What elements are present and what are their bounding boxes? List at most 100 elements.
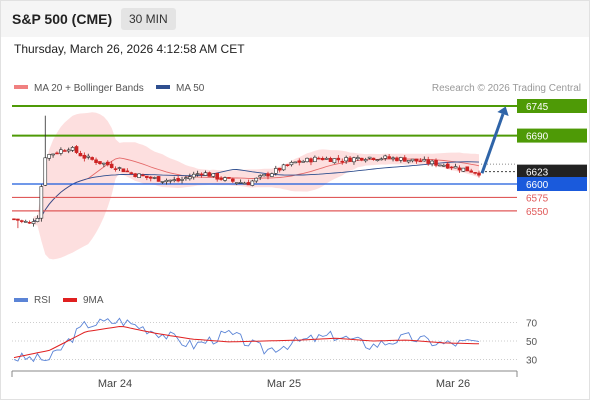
candle-body xyxy=(59,149,63,154)
rsi-legend-label: RSI xyxy=(34,295,51,306)
candle-body xyxy=(66,149,71,152)
candle-body xyxy=(445,163,450,169)
candle-body xyxy=(125,170,130,173)
candle-body xyxy=(191,173,196,178)
candle-body xyxy=(78,152,83,157)
candle-body xyxy=(152,177,157,179)
candle-body xyxy=(148,176,153,179)
candle-body xyxy=(281,164,286,171)
candle-body xyxy=(129,172,134,174)
candle-body xyxy=(168,179,173,182)
candle-body xyxy=(195,173,200,175)
candle-body xyxy=(309,158,313,163)
candle-body xyxy=(324,157,329,160)
candle-body xyxy=(242,182,247,185)
candle-body xyxy=(117,167,122,169)
current-price-label-bg xyxy=(517,164,587,179)
chart-header: S&P 500 (CME) 30 MIN xyxy=(1,1,589,37)
candle-body xyxy=(141,174,145,177)
candle-body xyxy=(410,158,415,162)
candle-body xyxy=(434,159,438,166)
candle-body xyxy=(223,177,227,181)
candle-body xyxy=(305,157,309,163)
candle-body xyxy=(274,168,278,174)
candle-body xyxy=(12,218,16,221)
candle-body xyxy=(199,173,204,176)
candle-body xyxy=(215,173,219,180)
level-label-bg-6690 xyxy=(517,128,587,143)
candle-body xyxy=(121,168,126,173)
current-price-label: 6623 xyxy=(526,168,549,179)
bollinger-band-area xyxy=(33,112,479,260)
candle-body xyxy=(422,159,427,162)
level-label-6600: 6600 xyxy=(526,180,549,191)
rsi-tick-30: 30 xyxy=(526,356,538,367)
candle-body xyxy=(442,164,446,167)
candle-body xyxy=(160,181,165,183)
candle-body xyxy=(477,172,481,176)
candle-body xyxy=(340,160,345,163)
candle-body xyxy=(238,182,243,184)
candle-body xyxy=(387,156,391,159)
price-levels xyxy=(12,105,517,212)
ma50-line xyxy=(33,161,480,222)
candle-body xyxy=(356,157,360,160)
candle-body xyxy=(98,161,102,165)
x-tick-label: Mar 25 xyxy=(267,378,301,390)
candle-body xyxy=(449,166,454,169)
candle-body xyxy=(207,172,212,177)
candle-body xyxy=(94,159,98,163)
candle-body xyxy=(246,182,251,186)
candle-body xyxy=(231,178,235,182)
timeframe-button[interactable]: 30 MIN xyxy=(121,8,176,30)
candle-body xyxy=(250,180,255,186)
candle-body xyxy=(336,157,341,161)
candle-body xyxy=(43,157,48,186)
candle-body xyxy=(430,160,434,165)
candle-body xyxy=(473,172,477,174)
candle-body xyxy=(188,176,192,180)
rsi-ma-line xyxy=(13,325,480,359)
candle-body xyxy=(438,164,442,167)
level-label-6745: 6745 xyxy=(526,102,549,113)
level-label-6690: 6690 xyxy=(526,132,549,143)
candle-body xyxy=(55,152,59,155)
candle-body xyxy=(20,220,24,222)
candle-body xyxy=(113,168,118,170)
candle-body xyxy=(102,162,106,165)
candle-body xyxy=(414,158,419,162)
rsi-line xyxy=(13,317,480,363)
candle-body xyxy=(461,167,466,172)
candle-body xyxy=(293,161,298,164)
candle-body xyxy=(70,147,75,151)
candle-body xyxy=(367,156,372,159)
ma20-legend-label: MA 20 + Bollinger Bands xyxy=(34,83,144,94)
level-label-6575: 6575 xyxy=(526,193,549,204)
ma20-legend-swatch xyxy=(14,85,28,89)
candle-body xyxy=(359,157,364,161)
candle-body xyxy=(145,175,149,178)
x-tick-label: Mar 24 xyxy=(98,378,132,390)
rsi-ma-legend-swatch xyxy=(63,298,77,302)
candle-body xyxy=(320,158,325,161)
candle-body xyxy=(254,177,259,182)
candle-body xyxy=(172,179,177,181)
x-tick-label: Mar 26 xyxy=(436,378,470,390)
candle-body xyxy=(35,218,40,222)
time-axis: Mar 24 Mar 25 Mar 26 xyxy=(11,370,518,390)
candle-body xyxy=(301,161,305,163)
candle-body xyxy=(285,164,290,166)
candle-body xyxy=(47,154,51,159)
candles xyxy=(12,115,481,229)
candle-body xyxy=(457,167,462,171)
candle-body xyxy=(219,177,223,180)
candle-body xyxy=(203,172,208,176)
credit-label: Research © 2026 Trading Central xyxy=(432,83,581,94)
candle-body xyxy=(348,157,352,162)
candle-body xyxy=(316,157,321,160)
candle-body xyxy=(469,170,473,173)
candle-body xyxy=(465,166,470,172)
candle-body xyxy=(344,157,348,162)
candle-body xyxy=(418,160,423,163)
